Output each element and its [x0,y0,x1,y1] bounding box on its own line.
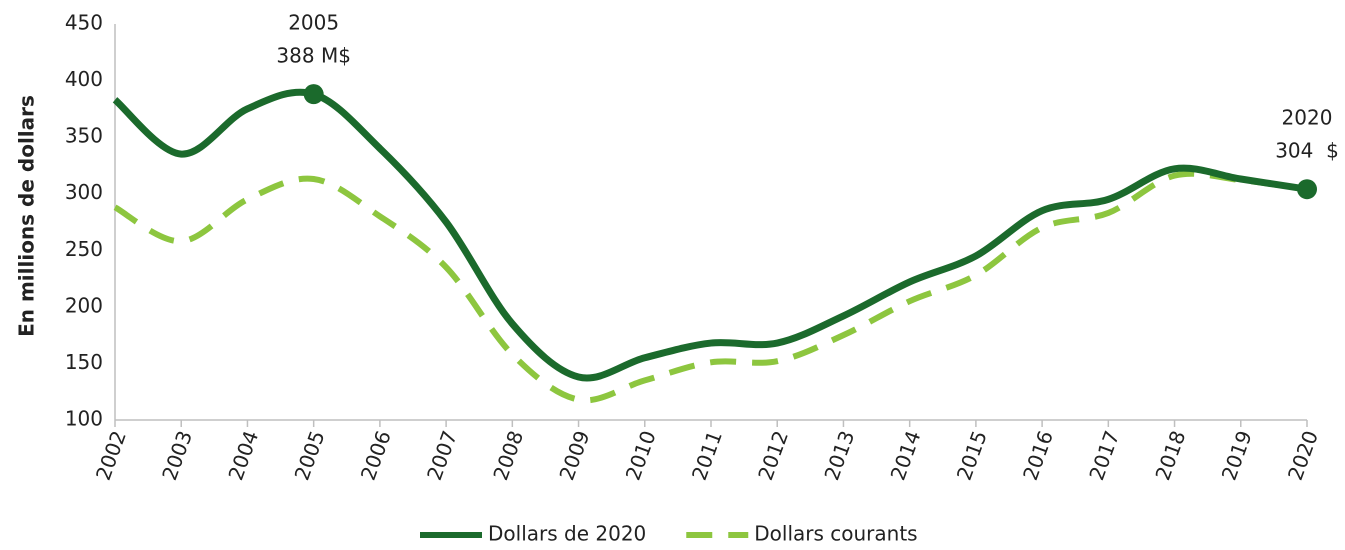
y-tick-label: 250 [65,237,103,261]
x-tick-label: 2012 [753,427,793,483]
x-tick-label: 2003 [157,427,197,483]
x-tick-label: 2016 [1018,427,1058,483]
highlight-point [303,84,324,105]
legend-label: Dollars de 2020 [488,522,646,546]
x-tick-label: 2007 [422,427,462,483]
series-line [112,88,1308,382]
legend-label: Dollars courants [754,522,917,546]
y-axis-label: En millions de dollars [15,95,39,337]
y-tick-label: 450 [65,11,103,35]
y-tick-label: 350 [65,124,103,148]
x-tick-label: 2004 [223,427,263,483]
annotation: 2005 [288,11,339,35]
y-tick-label: 400 [65,67,103,91]
x-tick-label: 2015 [952,427,992,483]
y-tick-label: 100 [65,407,103,431]
highlight-point [1297,179,1317,200]
y-tick-label: 150 [65,350,103,374]
x-tick-label: 2009 [554,427,594,483]
y-tick-label: 200 [65,293,103,317]
annotation: 304 $ [1275,139,1339,163]
x-tick-label: 2005 [290,427,330,483]
x-tick-label: 2011 [687,427,727,483]
y-tick-label: 300 [65,180,103,204]
x-tick-label: 2018 [1150,427,1190,483]
x-tick-label: 2020 [1283,427,1323,483]
annotation: 2020 [1282,106,1333,130]
x-tick-label: 2006 [356,427,396,483]
x-tick-label: 2010 [621,427,661,483]
series-line [113,170,1308,404]
annotation: 388 M$ [276,44,351,68]
x-tick-label: 2014 [886,427,926,483]
x-tick-label: 2017 [1084,427,1124,483]
x-tick-label: 2019 [1217,427,1257,483]
x-tick-label: 2013 [819,427,859,483]
x-tick-label: 2002 [91,427,131,483]
x-tick-label: 2008 [488,427,528,483]
